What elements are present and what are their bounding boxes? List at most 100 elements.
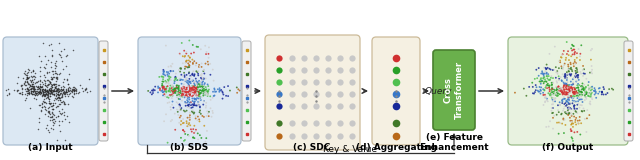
Point bbox=[40, 80, 50, 83]
Point bbox=[569, 92, 579, 95]
Point bbox=[44, 91, 54, 94]
Point bbox=[543, 67, 553, 69]
Point bbox=[204, 53, 214, 55]
Point bbox=[564, 89, 575, 91]
Point bbox=[201, 77, 211, 80]
Point bbox=[552, 121, 562, 124]
Point bbox=[161, 88, 171, 90]
Point bbox=[546, 76, 556, 79]
Point bbox=[54, 71, 65, 74]
Point bbox=[574, 96, 584, 99]
Point bbox=[40, 101, 50, 104]
Point bbox=[26, 80, 36, 83]
Point bbox=[552, 88, 562, 91]
Point bbox=[161, 87, 172, 90]
Point bbox=[33, 92, 44, 94]
Point bbox=[548, 112, 558, 114]
Point bbox=[40, 76, 51, 79]
Point bbox=[198, 91, 209, 93]
Point bbox=[158, 73, 168, 75]
Point bbox=[599, 88, 609, 90]
Point bbox=[184, 59, 194, 62]
Point bbox=[564, 59, 574, 61]
Point bbox=[545, 88, 555, 91]
Point bbox=[164, 77, 175, 79]
Point bbox=[56, 49, 67, 52]
Point bbox=[187, 86, 197, 88]
Point bbox=[558, 109, 568, 112]
Point bbox=[175, 95, 186, 98]
Point bbox=[161, 91, 172, 94]
Point bbox=[572, 131, 582, 133]
Point bbox=[552, 70, 563, 72]
Point bbox=[587, 92, 597, 94]
Point bbox=[568, 44, 578, 47]
Point bbox=[51, 95, 61, 98]
Point bbox=[40, 94, 50, 97]
Point bbox=[570, 95, 580, 98]
Point bbox=[65, 86, 75, 89]
Point bbox=[563, 90, 573, 92]
Point bbox=[26, 76, 36, 78]
Point bbox=[175, 95, 186, 98]
Point bbox=[54, 102, 65, 105]
Point bbox=[542, 77, 552, 80]
Point bbox=[1, 89, 12, 92]
Point bbox=[191, 94, 202, 97]
Point bbox=[147, 89, 157, 92]
Point bbox=[564, 86, 575, 88]
Point bbox=[559, 50, 569, 52]
Point bbox=[210, 91, 220, 93]
Point bbox=[170, 90, 180, 93]
Point bbox=[9, 89, 19, 91]
Point bbox=[223, 85, 233, 87]
Point bbox=[26, 91, 36, 93]
Point bbox=[26, 75, 36, 77]
Point bbox=[536, 82, 546, 85]
Point bbox=[47, 104, 58, 106]
Point bbox=[190, 84, 200, 87]
Point bbox=[557, 98, 568, 101]
Point bbox=[579, 72, 589, 75]
Point bbox=[38, 91, 48, 94]
Point bbox=[169, 88, 179, 91]
Point bbox=[566, 74, 576, 77]
Point bbox=[172, 92, 182, 95]
Point bbox=[188, 103, 198, 106]
Point bbox=[570, 70, 580, 72]
Point bbox=[218, 92, 228, 94]
Point bbox=[580, 89, 591, 92]
Point bbox=[165, 91, 175, 93]
Point bbox=[195, 98, 205, 100]
Point bbox=[42, 92, 52, 95]
Point bbox=[44, 111, 54, 113]
Point bbox=[569, 76, 579, 79]
Point bbox=[28, 69, 38, 71]
Point bbox=[199, 100, 209, 102]
Point bbox=[160, 74, 170, 77]
Point bbox=[207, 115, 217, 118]
Point bbox=[197, 91, 207, 93]
Point bbox=[564, 103, 574, 105]
Point bbox=[552, 73, 563, 75]
Point bbox=[168, 85, 178, 88]
Point bbox=[195, 81, 205, 84]
Point bbox=[547, 92, 557, 95]
Point bbox=[563, 106, 573, 109]
Point bbox=[534, 80, 545, 83]
Point bbox=[40, 94, 50, 96]
Point bbox=[567, 44, 577, 46]
Point bbox=[559, 93, 570, 96]
Point bbox=[191, 64, 201, 67]
Point bbox=[19, 83, 29, 85]
Point bbox=[159, 85, 169, 88]
Point bbox=[567, 49, 577, 52]
Point bbox=[203, 63, 213, 66]
Point bbox=[569, 105, 579, 108]
Point bbox=[564, 107, 574, 110]
Point bbox=[557, 53, 568, 56]
Point bbox=[597, 90, 607, 93]
Point bbox=[198, 90, 208, 92]
Point bbox=[536, 92, 546, 95]
Point bbox=[168, 85, 178, 88]
